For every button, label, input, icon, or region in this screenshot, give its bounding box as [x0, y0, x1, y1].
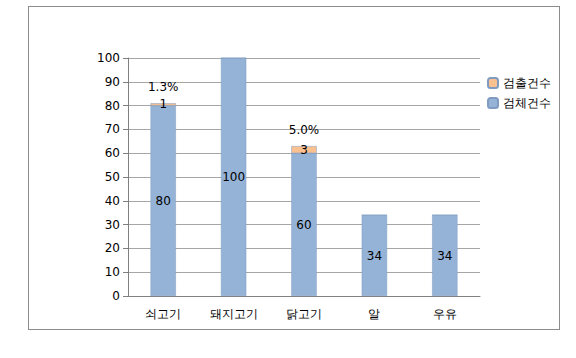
svg-text:50: 50 — [105, 170, 120, 184]
svg-text:34: 34 — [367, 249, 382, 263]
svg-text:알: 알 — [368, 307, 380, 321]
svg-text:검체건수: 검체건수 — [503, 96, 551, 110]
svg-text:100: 100 — [222, 170, 245, 184]
svg-text:20: 20 — [105, 241, 120, 255]
svg-text:70: 70 — [105, 122, 120, 136]
svg-text:34: 34 — [437, 249, 452, 263]
svg-text:40: 40 — [105, 194, 120, 208]
svg-text:10: 10 — [105, 265, 120, 279]
svg-text:30: 30 — [105, 218, 120, 232]
svg-text:쇠고기: 쇠고기 — [145, 307, 181, 321]
svg-text:60: 60 — [105, 146, 120, 160]
svg-text:5.0%: 5.0% — [289, 123, 320, 137]
svg-text:1: 1 — [159, 97, 167, 111]
svg-text:100: 100 — [97, 51, 120, 65]
svg-text:60: 60 — [296, 218, 311, 232]
svg-text:90: 90 — [105, 75, 120, 89]
svg-text:닭고기: 닭고기 — [286, 307, 322, 321]
svg-text:우유: 우유 — [433, 307, 457, 321]
svg-text:3: 3 — [300, 143, 308, 157]
svg-text:80: 80 — [156, 194, 171, 208]
svg-text:1.3%: 1.3% — [148, 80, 179, 94]
svg-text:0: 0 — [112, 289, 120, 303]
svg-text:80: 80 — [105, 99, 120, 113]
svg-text:검출건수: 검출건수 — [503, 76, 551, 90]
svg-text:돼지고기: 돼지고기 — [210, 307, 258, 321]
